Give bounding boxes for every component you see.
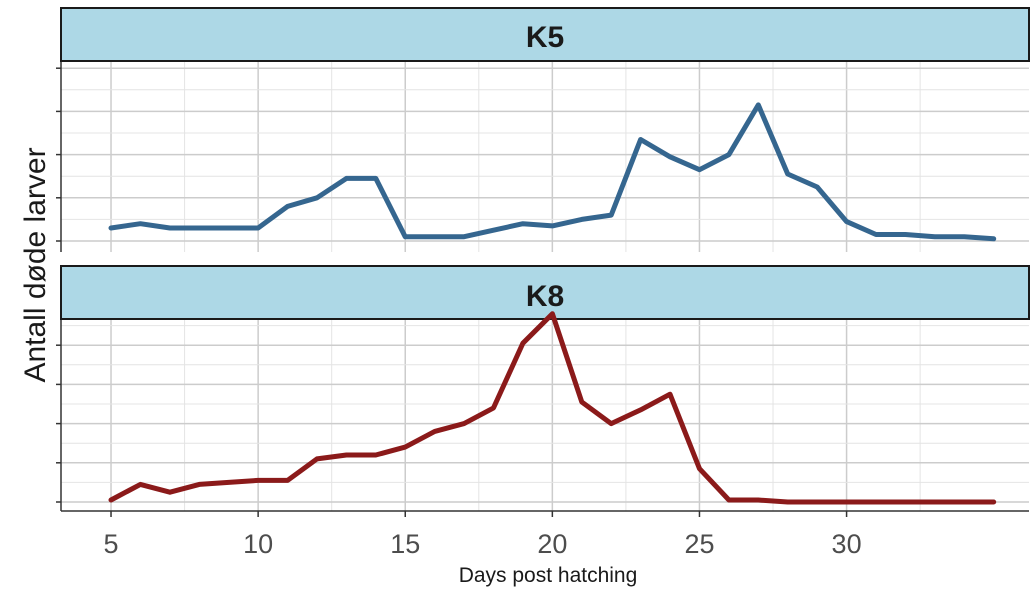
x-tick-label: 25: [684, 529, 714, 559]
x-tick-label: 5: [104, 529, 119, 559]
plot-area-k8: [61, 320, 1029, 511]
panel-k5: K5: [56, 7, 1030, 252]
strip-label-k5: K5: [526, 21, 564, 54]
y-ticks-k8: [56, 344, 61, 503]
series-line-k5: [108, 102, 997, 242]
x-tick-label: 30: [832, 529, 862, 559]
strip-label-k8: K8: [526, 280, 564, 313]
strip-k5: [60, 7, 1030, 62]
grid-k5: [61, 62, 1029, 252]
x-ticks: 5 10 15 20 25 30: [104, 511, 862, 559]
x-tick-label: 15: [390, 529, 420, 559]
y-ticks-k5: [56, 67, 61, 242]
plot-area-k5: [61, 62, 1029, 252]
y-axis-label: Antall døde larver: [19, 147, 52, 382]
x-axis-label: Days post hatching: [459, 564, 638, 587]
strip-k8: [60, 265, 1030, 320]
panel-k8: K8 5 10 15 20 25 30: [56, 265, 1030, 559]
x-tick-label: 10: [243, 529, 273, 559]
x-tick-label: 20: [537, 529, 567, 559]
series-line-k8: [108, 311, 997, 505]
